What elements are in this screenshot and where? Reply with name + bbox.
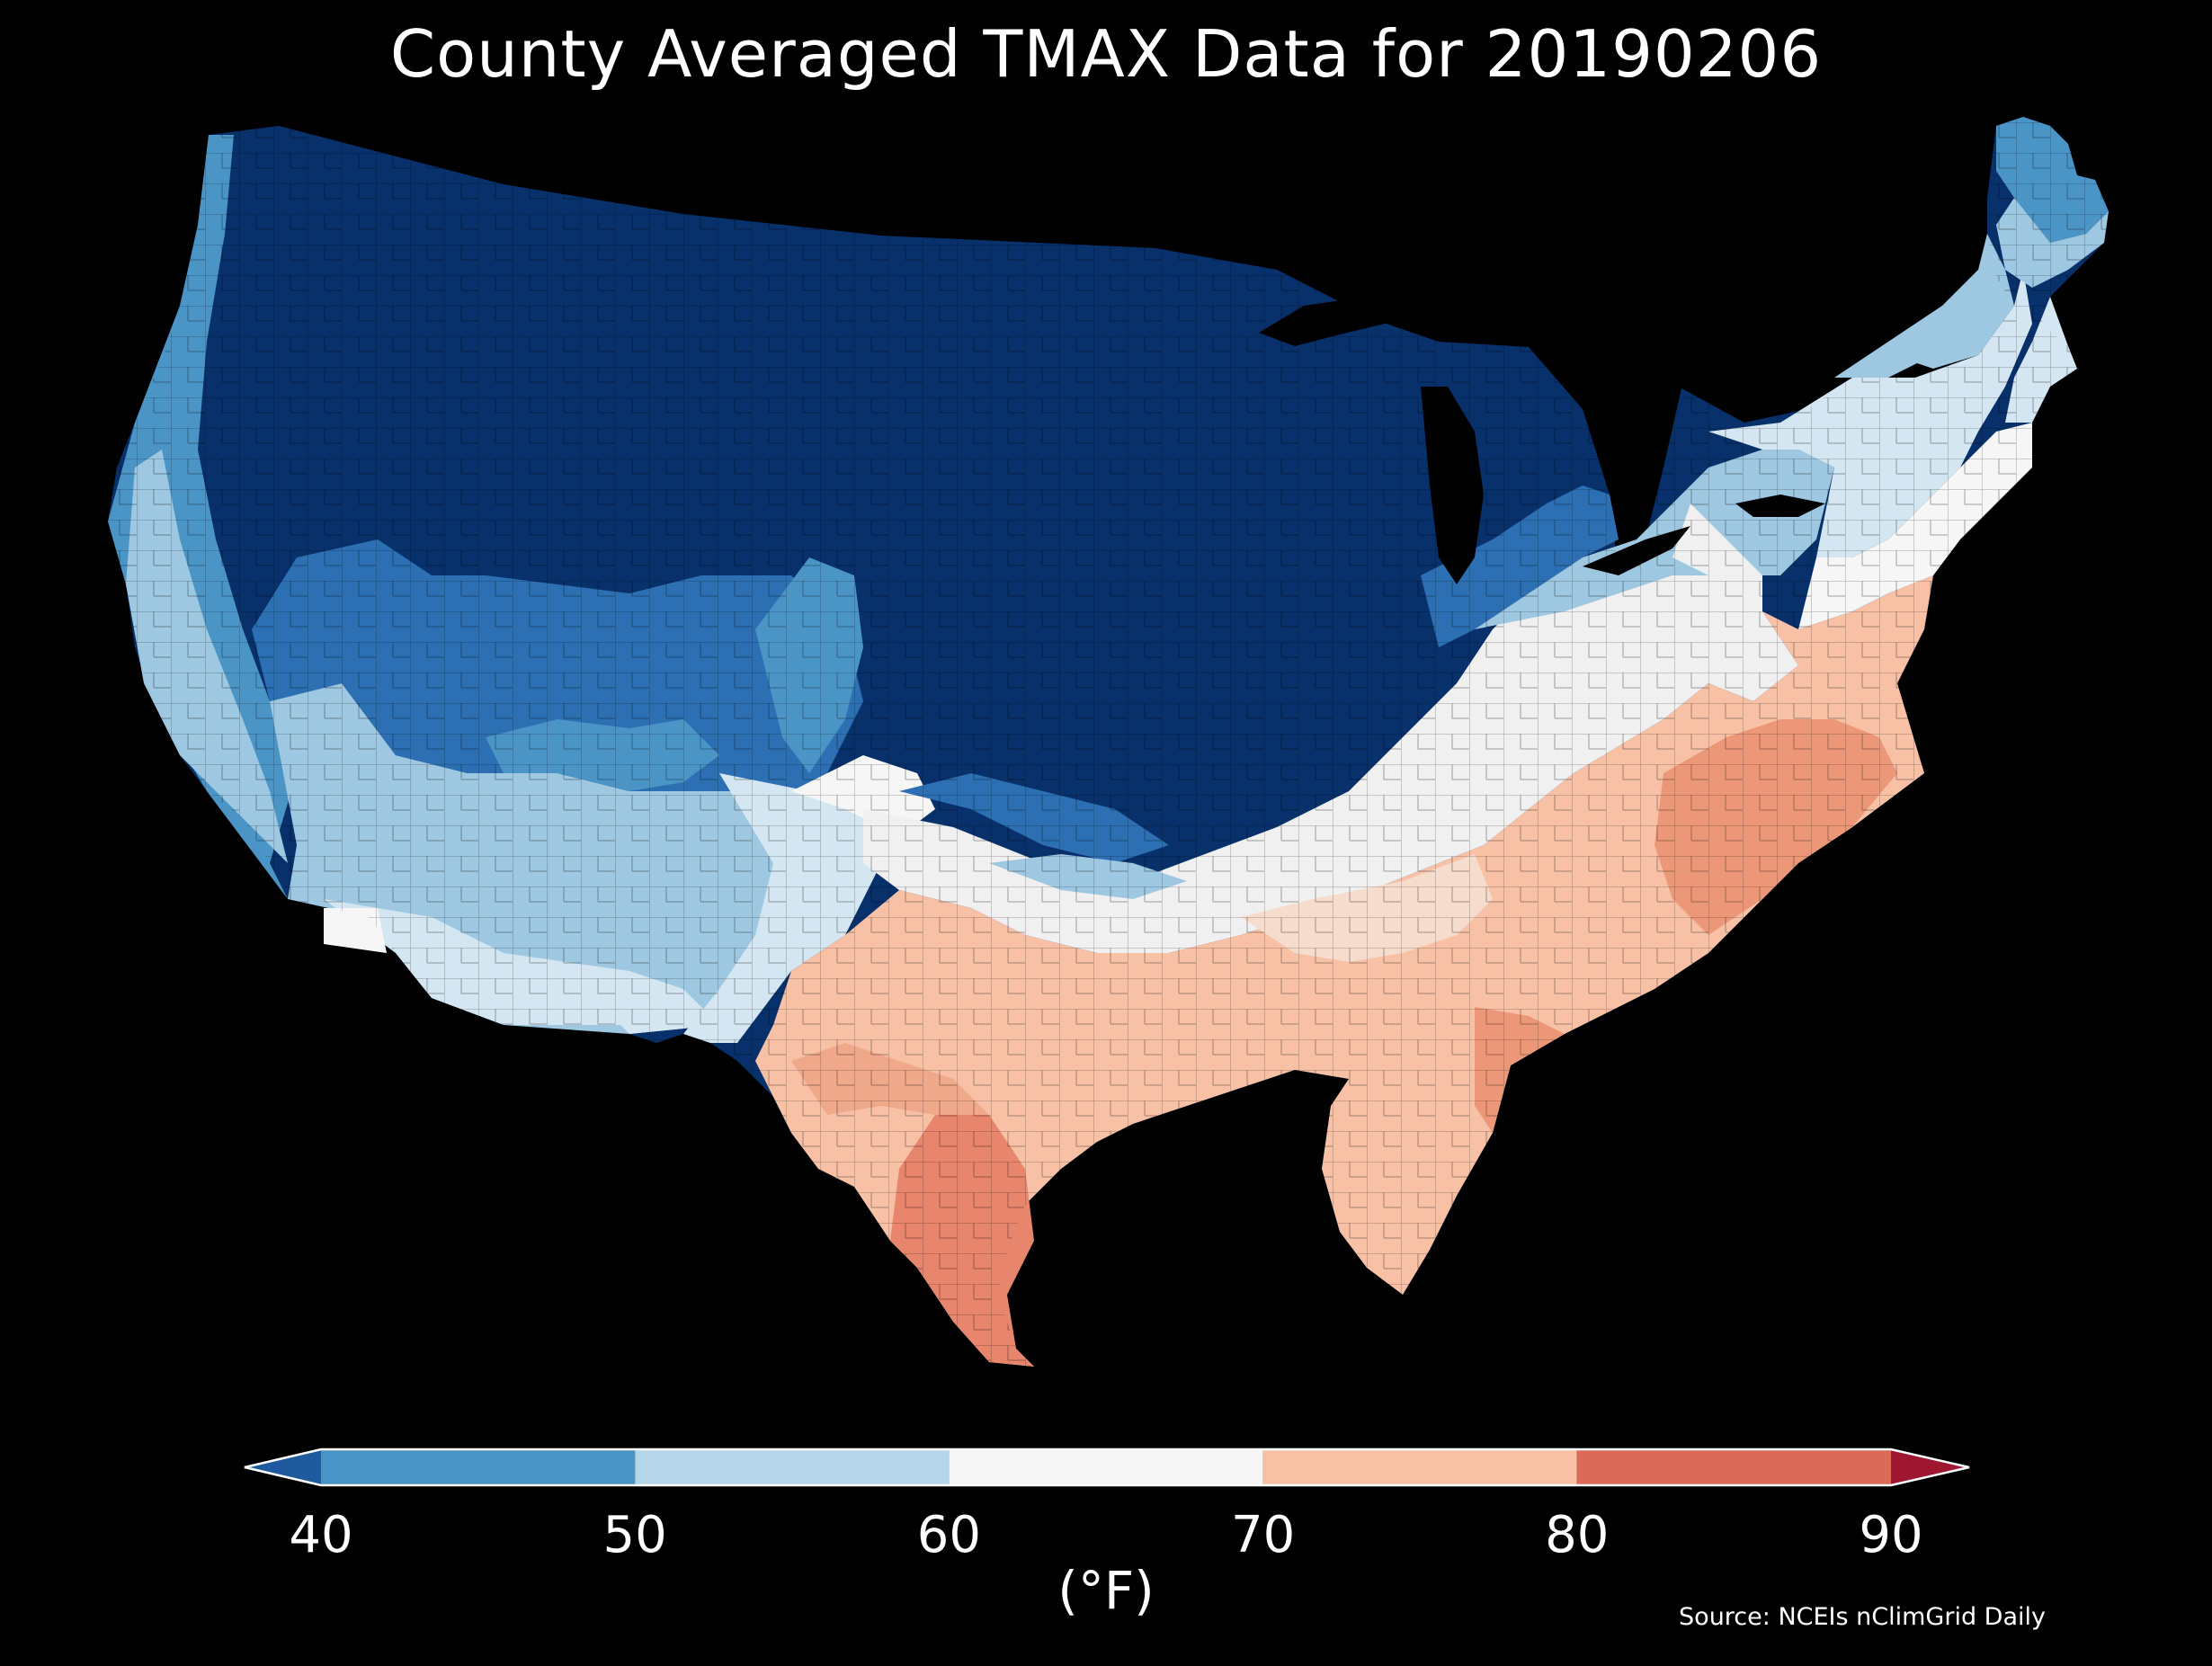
colorbar-outline (244, 1448, 1970, 1487)
colorbar-tick-label: 50 (602, 1506, 667, 1564)
colorbar-tick-label: 80 (1545, 1506, 1610, 1564)
us-county-map (108, 117, 2109, 1367)
colorbar-bin-40-50 (321, 1449, 636, 1485)
colorbar-bin-60-70 (949, 1449, 1263, 1485)
colorbar-bin-70-80 (1262, 1449, 1577, 1485)
colorbar-under-arrow (245, 1449, 321, 1485)
colorbar-tick-label: 70 (1230, 1506, 1296, 1564)
colorbar-tick-label: 60 (916, 1506, 982, 1564)
colorbar-bin-80-90 (1576, 1449, 1891, 1485)
colorbar-tick-label: 90 (1859, 1506, 1923, 1564)
map-title: County Averaged TMAX Data for 20190206 (389, 16, 1823, 92)
colorbar-unit-label: (°F) (1057, 1560, 1155, 1621)
county-boundaries-west (108, 117, 2109, 1367)
colorbar-over-arrow (1891, 1449, 1969, 1485)
colorbar-bin-50-60 (635, 1449, 950, 1485)
colorbar-tick-label: 40 (289, 1506, 353, 1564)
source-credit: Source: NCEIs nClimGrid Daily (1679, 1603, 2046, 1631)
